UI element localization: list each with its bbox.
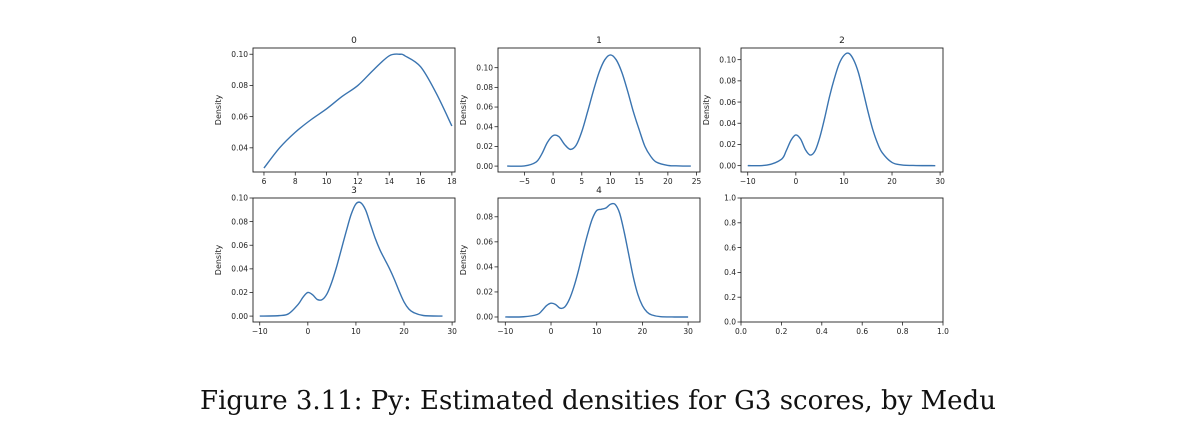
subplot-3: −10 0 10 20 30 0.00 0.02 0.04 0.06 0.08 0.10 3 Densi… — [214, 186, 457, 336]
x-tick-label: 0 — [549, 327, 554, 336]
density-line — [263, 53, 453, 169]
y-tick-label: 0.2 — [724, 293, 736, 302]
x-tick-label: 20 — [399, 327, 409, 336]
y-tick-label: 0.00 — [719, 161, 736, 170]
axes-frame — [497, 47, 701, 173]
subplot-title: 1 — [596, 36, 602, 46]
subplot-1: −5 0 5 10 15 20 25 0.00 0.02 0.04 0.06 0.08 0.10 1 Den… — [459, 36, 702, 186]
axes-frame — [252, 197, 456, 323]
y-tick-label: 0.00 — [231, 312, 248, 321]
y-tick-label: 0.08 — [476, 83, 493, 92]
y-tick-label: 0.10 — [231, 194, 248, 203]
y-tick-label: 0.04 — [719, 119, 736, 128]
x-tick-label: 10 — [592, 327, 602, 336]
subplot-2: −10 0 10 20 30 0.00 0.02 0.04 0.06 0.08 0.10 2 Densi… — [702, 36, 945, 186]
y-tick-label: 0.10 — [476, 63, 493, 72]
y-tick-label: 0.02 — [719, 140, 736, 149]
x-tick-label: 0.8 — [897, 327, 909, 336]
x-tick-label: 5 — [579, 177, 584, 186]
y-tick-label: 0.06 — [476, 238, 493, 247]
y-tick-label: 0.10 — [719, 55, 736, 64]
y-tick-label: 0.06 — [476, 103, 493, 112]
y-tick-label: 0.06 — [719, 98, 736, 107]
density-line — [505, 202, 689, 318]
y-axis-label: Density — [214, 245, 223, 276]
x-tick-label: 8 — [293, 177, 298, 186]
density-line — [747, 52, 936, 167]
subplot-5: 0.0 0.2 0.4 0.6 0.8 1.0 0.0 0.2 0.4 0.6 0.8 1.0 — [724, 194, 949, 336]
x-tick-label: 0.0 — [735, 327, 747, 336]
y-tick-label: 1.0 — [724, 194, 736, 203]
subplot-title: 0 — [351, 36, 357, 46]
y-tick-label: 0.08 — [476, 212, 493, 221]
x-tick-label: −10 — [740, 177, 756, 186]
y-axis-label: Density — [702, 95, 711, 126]
y-tick-label: 0.10 — [231, 50, 248, 59]
x-tick-label: 10 — [322, 177, 332, 186]
x-tick-label: 10 — [351, 327, 361, 336]
x-tick-label: 20 — [638, 327, 648, 336]
axes-frame — [740, 197, 944, 323]
axes-frame — [497, 197, 701, 323]
subplot-title: 4 — [596, 186, 602, 196]
x-tick-label: 0.4 — [816, 327, 828, 336]
x-tick-label: 10 — [606, 177, 616, 186]
density-line — [507, 54, 691, 167]
x-tick-label: 16 — [416, 177, 426, 186]
y-tick-label: 0.8 — [724, 219, 736, 228]
x-tick-label: 6 — [262, 177, 267, 186]
y-tick-label: 0.04 — [231, 144, 248, 153]
x-tick-label: −10 — [497, 327, 513, 336]
x-tick-label: −10 — [252, 327, 268, 336]
y-axis-label: Density — [214, 95, 223, 126]
x-tick-label: 10 — [839, 177, 849, 186]
x-tick-label: 30 — [683, 327, 693, 336]
y-tick-label: 0.06 — [231, 112, 248, 121]
y-tick-label: 0.04 — [476, 263, 493, 272]
subplot-title: 2 — [839, 36, 845, 46]
x-tick-label: 14 — [384, 177, 394, 186]
axes-frame — [740, 47, 944, 173]
x-tick-label: 15 — [634, 177, 644, 186]
y-tick-label: 0.04 — [476, 122, 493, 131]
x-tick-label: 0.2 — [775, 327, 787, 336]
x-tick-label: 20 — [663, 177, 673, 186]
x-tick-label: 30 — [447, 327, 457, 336]
axes-frame — [252, 47, 456, 173]
figure-caption: Figure 3.11: Py: Estimated densities for… — [200, 386, 996, 416]
y-tick-label: 0.4 — [724, 268, 736, 277]
y-axis-label: Density — [459, 245, 468, 276]
subplot-4: −10 0 10 20 30 0.00 0.02 0.04 0.06 0.08 4 Density — [459, 186, 701, 336]
y-tick-label: 0.0 — [724, 318, 736, 327]
y-tick-label: 0.04 — [231, 265, 248, 274]
x-tick-label: 20 — [887, 177, 897, 186]
x-tick-label: 18 — [447, 177, 457, 186]
subplot-0: 6 8 10 12 14 16 18 0.04 0.06 0.08 0.10 0 Density — [214, 36, 457, 186]
x-tick-label: 0 — [305, 327, 310, 336]
density-line — [259, 201, 443, 317]
y-tick-label: 0.00 — [476, 162, 493, 171]
y-tick-label: 0.6 — [724, 243, 736, 252]
y-tick-label: 0.08 — [231, 217, 248, 226]
y-tick-label: 0.06 — [231, 241, 248, 250]
y-tick-label: 0.02 — [476, 288, 493, 297]
y-tick-label: 0.08 — [231, 81, 248, 90]
x-tick-label: −5 — [519, 177, 530, 186]
x-tick-label: 12 — [353, 177, 363, 186]
y-tick-label: 0.08 — [719, 77, 736, 86]
x-tick-label: 1.0 — [937, 327, 949, 336]
x-tick-label: 25 — [692, 177, 702, 186]
y-tick-label: 0.02 — [476, 142, 493, 151]
x-tick-label: 0 — [793, 177, 798, 186]
y-axis-label: Density — [459, 95, 468, 126]
x-tick-label: 0 — [551, 177, 556, 186]
x-tick-label: 0.6 — [856, 327, 868, 336]
y-tick-label: 0.00 — [476, 313, 493, 322]
y-tick-label: 0.02 — [231, 288, 248, 297]
x-tick-label: 30 — [935, 177, 945, 186]
subplot-title: 3 — [351, 186, 357, 196]
